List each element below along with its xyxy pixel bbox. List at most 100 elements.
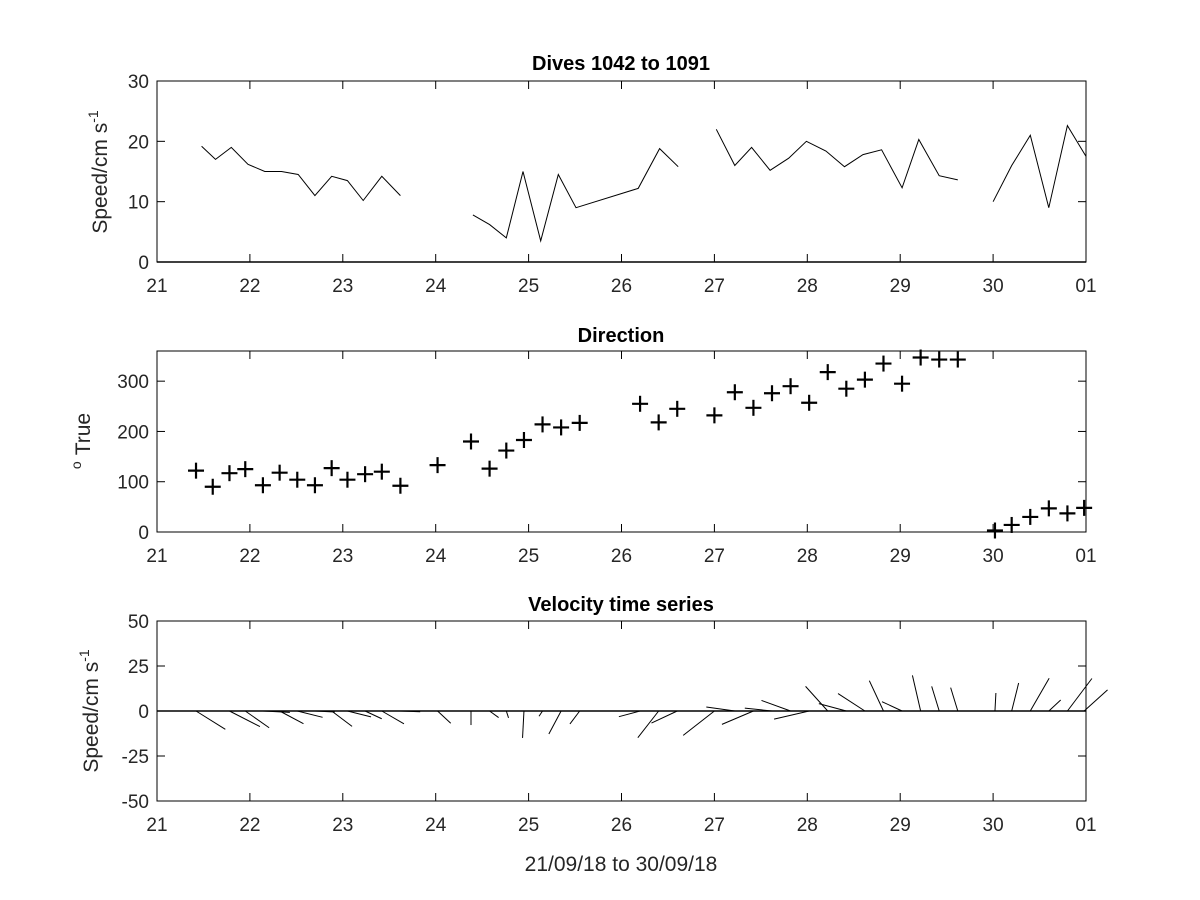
speed-line-segment <box>715 129 958 190</box>
axes-frame <box>156 80 1087 263</box>
velocity-stick <box>538 710 543 717</box>
direction-marker <box>357 466 374 483</box>
x-tick-label: 30 <box>983 276 1004 297</box>
direction-marker <box>726 384 743 401</box>
y-tick-label: 0 <box>138 702 149 723</box>
x-tick-label: 21 <box>146 546 167 567</box>
velocity-stick <box>637 710 660 738</box>
x-tick-label: 30 <box>983 815 1004 836</box>
velocity-stick <box>881 701 903 712</box>
x-tick-label: 29 <box>890 276 911 297</box>
direction-marker <box>838 380 855 397</box>
velocity-stick <box>682 710 715 736</box>
velocity-stick <box>1011 682 1020 712</box>
x-tick-label: 21 <box>146 815 167 836</box>
velocity-stick <box>437 710 452 724</box>
velocity-panel-ylabel: Speed/cm s-1 <box>76 649 103 773</box>
speed-line-segment <box>992 124 1087 208</box>
velocity-stick <box>721 710 754 725</box>
direction-marker <box>254 477 271 494</box>
direction-marker <box>1040 500 1057 517</box>
speed-line-segment <box>201 145 401 202</box>
direction-marker <box>1022 508 1039 525</box>
direction-marker <box>912 349 929 366</box>
x-tick-label: 24 <box>425 276 447 297</box>
velocity-stick <box>818 703 847 712</box>
velocity-stick <box>400 710 421 713</box>
velocity-stick <box>1029 678 1050 712</box>
direction-marker <box>571 414 588 431</box>
velocity-stick <box>931 686 940 712</box>
velocity-stick <box>244 710 270 729</box>
velocity-stick <box>569 710 581 725</box>
velocity-stick <box>262 710 290 713</box>
direction-marker <box>237 461 254 478</box>
direction-marker <box>481 460 498 477</box>
velocity-stick <box>950 687 959 712</box>
y-tick-label: -25 <box>122 747 149 768</box>
x-tick-label: 28 <box>797 276 818 297</box>
direction-marker <box>392 477 409 494</box>
x-tick-label: 25 <box>518 815 539 836</box>
direction-marker <box>986 522 1003 539</box>
velocity-panel: Velocity time series Speed/cm s-1 21/09/… <box>76 594 1108 876</box>
x-tick-label: 23 <box>332 276 353 297</box>
x-tick-label: 22 <box>239 815 260 836</box>
x-tick-label: 23 <box>332 546 353 567</box>
x-axis-label: 21/09/18 to 30/09/18 <box>525 853 718 876</box>
y-tick-label: 300 <box>117 372 149 393</box>
x-tick-label: 26 <box>611 815 632 836</box>
velocity-stick <box>773 710 810 720</box>
velocity-stick <box>297 710 323 718</box>
velocity-stick <box>911 675 922 712</box>
x-tick-label: 23 <box>332 815 353 836</box>
speed-panel-ylabel: Speed/cm s-1 <box>85 110 112 234</box>
direction-marker <box>856 371 873 388</box>
velocity-stick <box>381 710 405 725</box>
x-tick-label: 29 <box>890 546 911 567</box>
direction-marker <box>339 471 356 488</box>
direction-marker <box>894 375 911 392</box>
x-tick-label: 24 <box>425 546 447 567</box>
velocity-stick <box>651 710 678 724</box>
velocity-stick <box>1048 699 1062 712</box>
velocity-stick <box>229 710 261 727</box>
x-tick-label: 25 <box>518 546 539 567</box>
velocity-stick <box>364 710 382 720</box>
y-tick-label: 30 <box>128 72 149 93</box>
velocity-stick <box>618 710 641 718</box>
velocity-ylabel-text: Speed/cm s <box>80 662 103 773</box>
x-tick-label: 01 <box>1075 815 1096 836</box>
speed-ylabel-sup: -1 <box>85 110 101 123</box>
x-tick-label: 28 <box>797 815 818 836</box>
velocity-stick <box>837 693 866 712</box>
axes-frame <box>156 350 1087 533</box>
x-tick-label: 26 <box>611 546 632 567</box>
y-tick-label: 25 <box>128 657 149 678</box>
direction-marker <box>515 431 532 448</box>
direction-marker <box>306 477 323 494</box>
x-tick-label: 21 <box>146 276 167 297</box>
direction-ylabel-sup: o <box>68 461 84 469</box>
x-tick-label: 25 <box>518 276 539 297</box>
direction-ylabel-text: True <box>72 413 95 455</box>
speed-line-segment <box>472 147 679 243</box>
direction-marker <box>188 462 205 479</box>
y-tick-label: -50 <box>122 792 149 813</box>
x-tick-label: 01 <box>1075 546 1096 567</box>
direction-panel-ylabel: o True <box>68 413 95 469</box>
x-tick-label: 27 <box>704 546 725 567</box>
x-tick-label: 22 <box>239 546 260 567</box>
velocity-stick <box>805 686 829 712</box>
velocity-stick <box>744 707 773 712</box>
velocity-stick <box>761 699 791 712</box>
x-tick-label: 24 <box>425 815 447 836</box>
y-tick-label: 20 <box>128 132 149 153</box>
velocity-stick <box>1067 678 1093 712</box>
direction-marker <box>289 471 306 488</box>
x-tick-label: 01 <box>1075 276 1096 297</box>
direction-marker <box>323 460 340 477</box>
direction-marker <box>801 394 818 411</box>
velocity-stick <box>706 706 735 712</box>
